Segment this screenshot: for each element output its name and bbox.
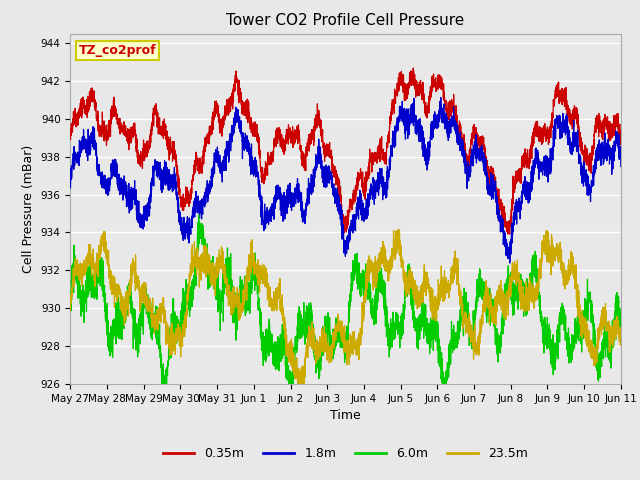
Y-axis label: Cell Pressure (mBar): Cell Pressure (mBar) — [22, 144, 35, 273]
Text: TZ_co2prof: TZ_co2prof — [79, 44, 156, 57]
Title: Tower CO2 Profile Cell Pressure: Tower CO2 Profile Cell Pressure — [227, 13, 465, 28]
X-axis label: Time: Time — [330, 409, 361, 422]
Legend: 0.35m, 1.8m, 6.0m, 23.5m: 0.35m, 1.8m, 6.0m, 23.5m — [158, 443, 533, 465]
